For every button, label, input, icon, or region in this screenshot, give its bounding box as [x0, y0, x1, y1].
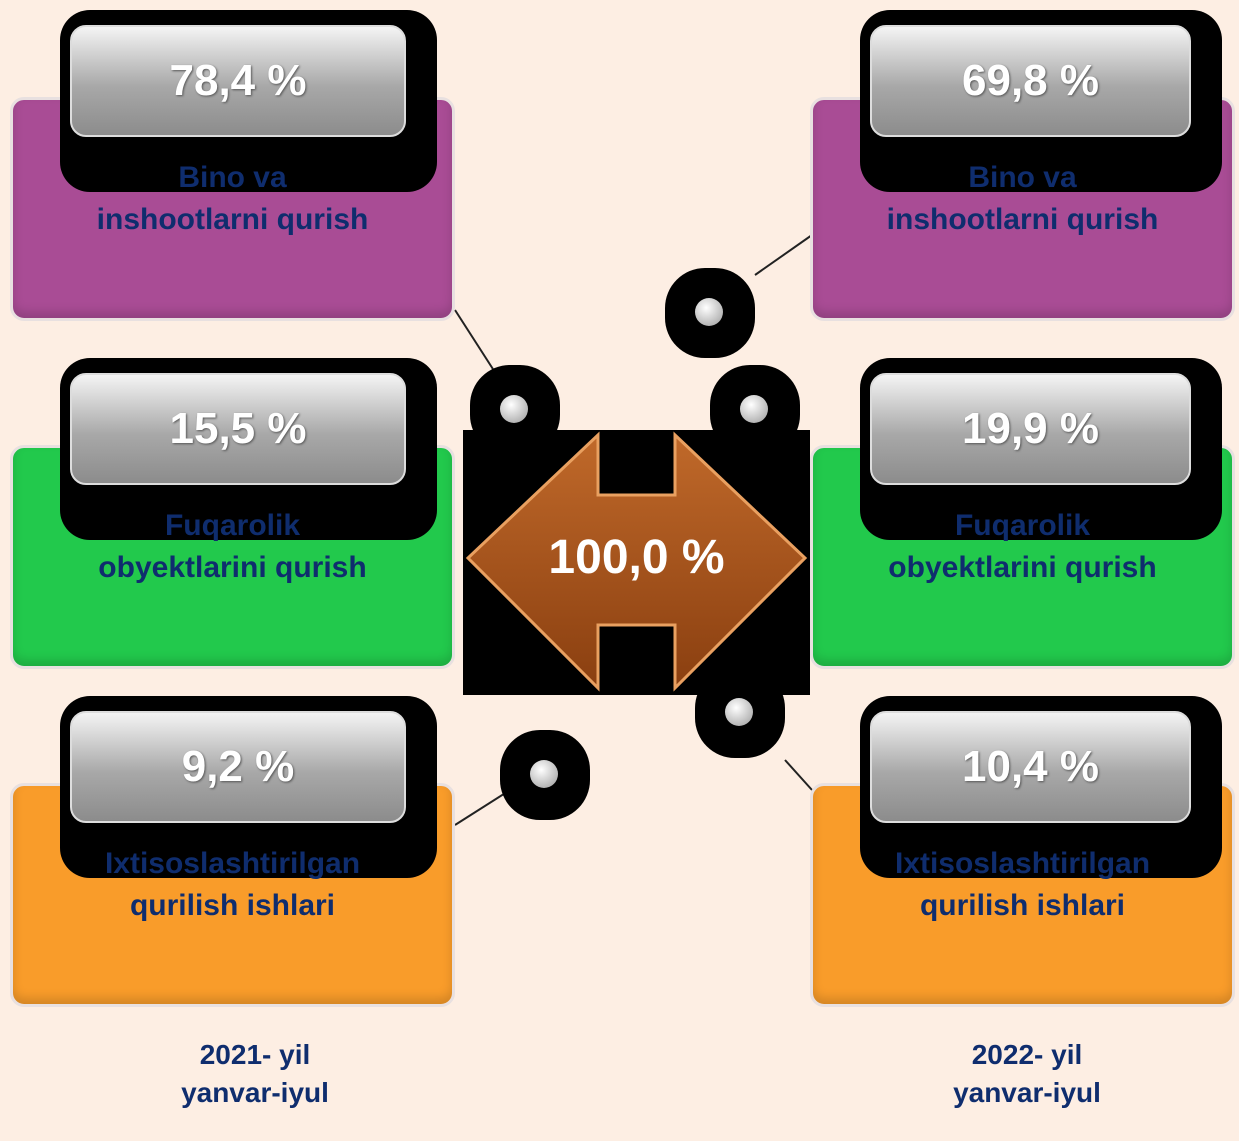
category-label: obyektlarini qurish — [10, 547, 455, 589]
connector-dot — [500, 730, 590, 820]
period-caption: yanvar-iyul — [105, 1074, 405, 1112]
category-label: Fuqarolik — [10, 505, 455, 547]
category-label: inshootlarni qurish — [10, 199, 455, 241]
category-label: qurilish ishlari — [10, 885, 455, 927]
category-label: qurilish ishlari — [810, 885, 1235, 927]
category-label: Fuqarolik — [810, 505, 1235, 547]
percent-value: 69,8 % — [870, 25, 1191, 137]
period-caption: 2022- yil — [877, 1036, 1177, 1074]
center-value: 100,0 % — [463, 430, 810, 685]
period-caption: yanvar-iyul — [877, 1074, 1177, 1112]
category-label: Ixtisoslashtirilgan — [10, 843, 455, 885]
percent-value: 9,2 % — [70, 711, 406, 823]
percent-value: 15,5 % — [70, 373, 406, 485]
category-label: Ixtisoslashtirilgan — [810, 843, 1235, 885]
category-label: obyektlarini qurish — [810, 547, 1235, 589]
percent-value: 19,9 % — [870, 373, 1191, 485]
category-label: inshootlarni qurish — [810, 199, 1235, 241]
center-panel: 100,0 % — [463, 430, 810, 695]
period-caption: 2021- yil — [105, 1036, 405, 1074]
connector-dot — [665, 268, 755, 358]
percent-value: 78,4 % — [70, 25, 406, 137]
percent-value: 10,4 % — [870, 711, 1191, 823]
infographic: 100,0 % 78,4 %Bino vainshootlarni qurish… — [0, 0, 1239, 1141]
category-label: Bino va — [810, 157, 1235, 199]
category-label: Bino va — [10, 157, 455, 199]
